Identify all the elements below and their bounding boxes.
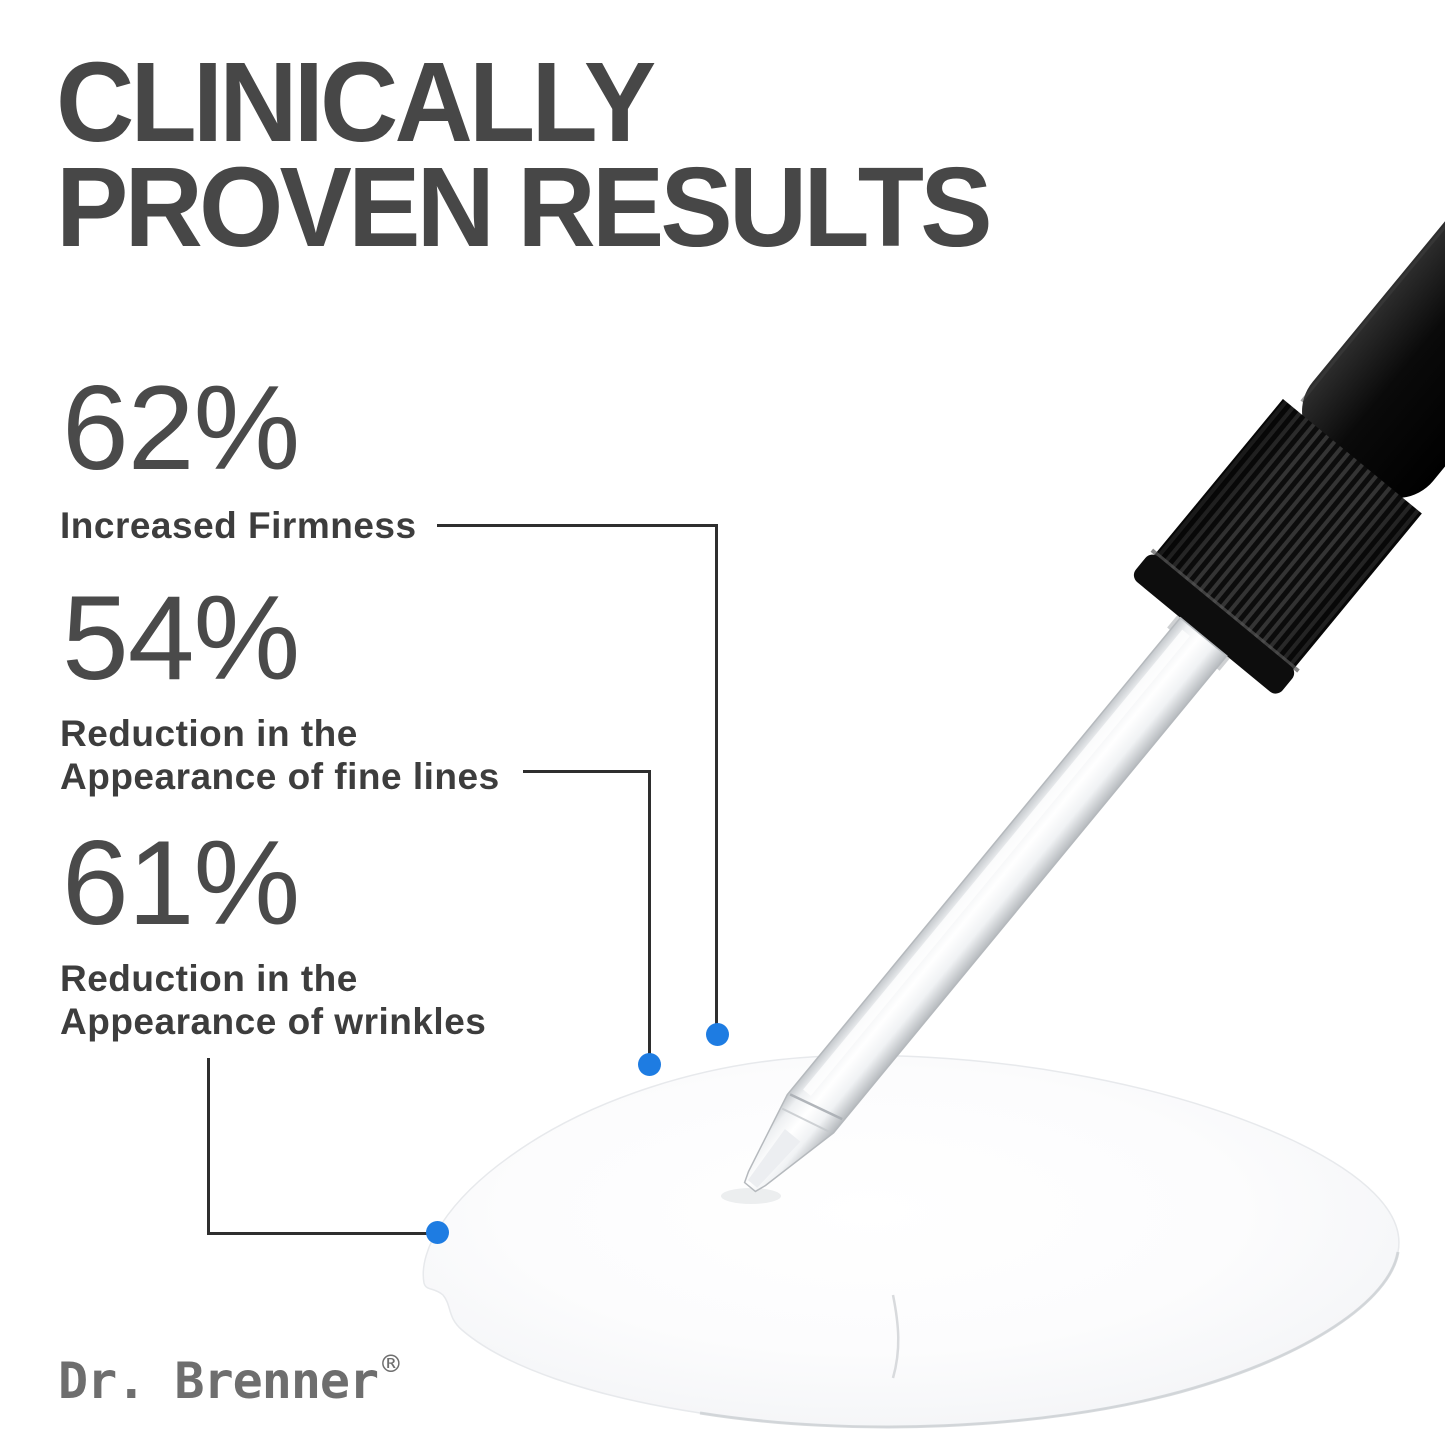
dropper-cap-shading	[1153, 399, 1422, 671]
dropper-bulb	[1302, 0, 1445, 498]
leader-line-fine-lines-horizontal	[523, 770, 651, 773]
leader-line-firmness-horizontal	[437, 524, 718, 527]
brand-name: Dr. Brenner	[58, 1352, 379, 1410]
tip-shadow	[721, 1188, 781, 1204]
dropper-group	[743, 0, 1445, 1193]
pipette-cut-line	[789, 1093, 843, 1121]
puddle-rim	[699, 1251, 1400, 1429]
leader-line-fine-lines-vertical	[648, 770, 651, 1054]
brand-logo: Dr. Brenner ®	[58, 1347, 400, 1410]
pipette-liquid	[747, 1128, 801, 1188]
stat-wrinkles-label: Reduction in the Appearance of wrinkles	[60, 958, 487, 1042]
marker-dot-wrinkles	[426, 1221, 449, 1244]
leader-line-wrinkles-horizontal	[207, 1232, 428, 1235]
marker-dot-fine-lines	[638, 1053, 661, 1076]
registered-trademark-icon: ®	[382, 1347, 400, 1382]
pipette-cut-line-2	[781, 1107, 830, 1133]
stat-fine-lines-label: Reduction in the Appearance of fine line…	[60, 713, 500, 797]
serum-puddle	[422, 1054, 1400, 1428]
dropper-cap-rim-highlight	[1150, 548, 1300, 673]
stat-fine-lines-value: 54%	[62, 571, 300, 705]
puddle-crease	[891, 1294, 900, 1379]
page-title: CLINICALLY PROVEN RESULTS	[56, 39, 993, 270]
marker-dot-firmness	[706, 1023, 729, 1046]
dropper-cap-rim	[1133, 554, 1295, 694]
title-line-2: PROVEN RESULTS	[56, 144, 993, 270]
title-line-1: CLINICALLY	[56, 39, 656, 165]
leader-line-wrinkles-vertical	[207, 1058, 210, 1235]
pipette-highlight	[803, 629, 1190, 1096]
dropper-pipette	[743, 616, 1228, 1193]
stat-wrinkles-value: 61%	[62, 816, 300, 950]
bulb-highlight	[1300, 0, 1445, 403]
stat-firmness-value: 62%	[62, 361, 300, 495]
leader-line-firmness-vertical	[715, 524, 718, 1024]
stat-firmness-label: Increased Firmness	[60, 505, 417, 546]
